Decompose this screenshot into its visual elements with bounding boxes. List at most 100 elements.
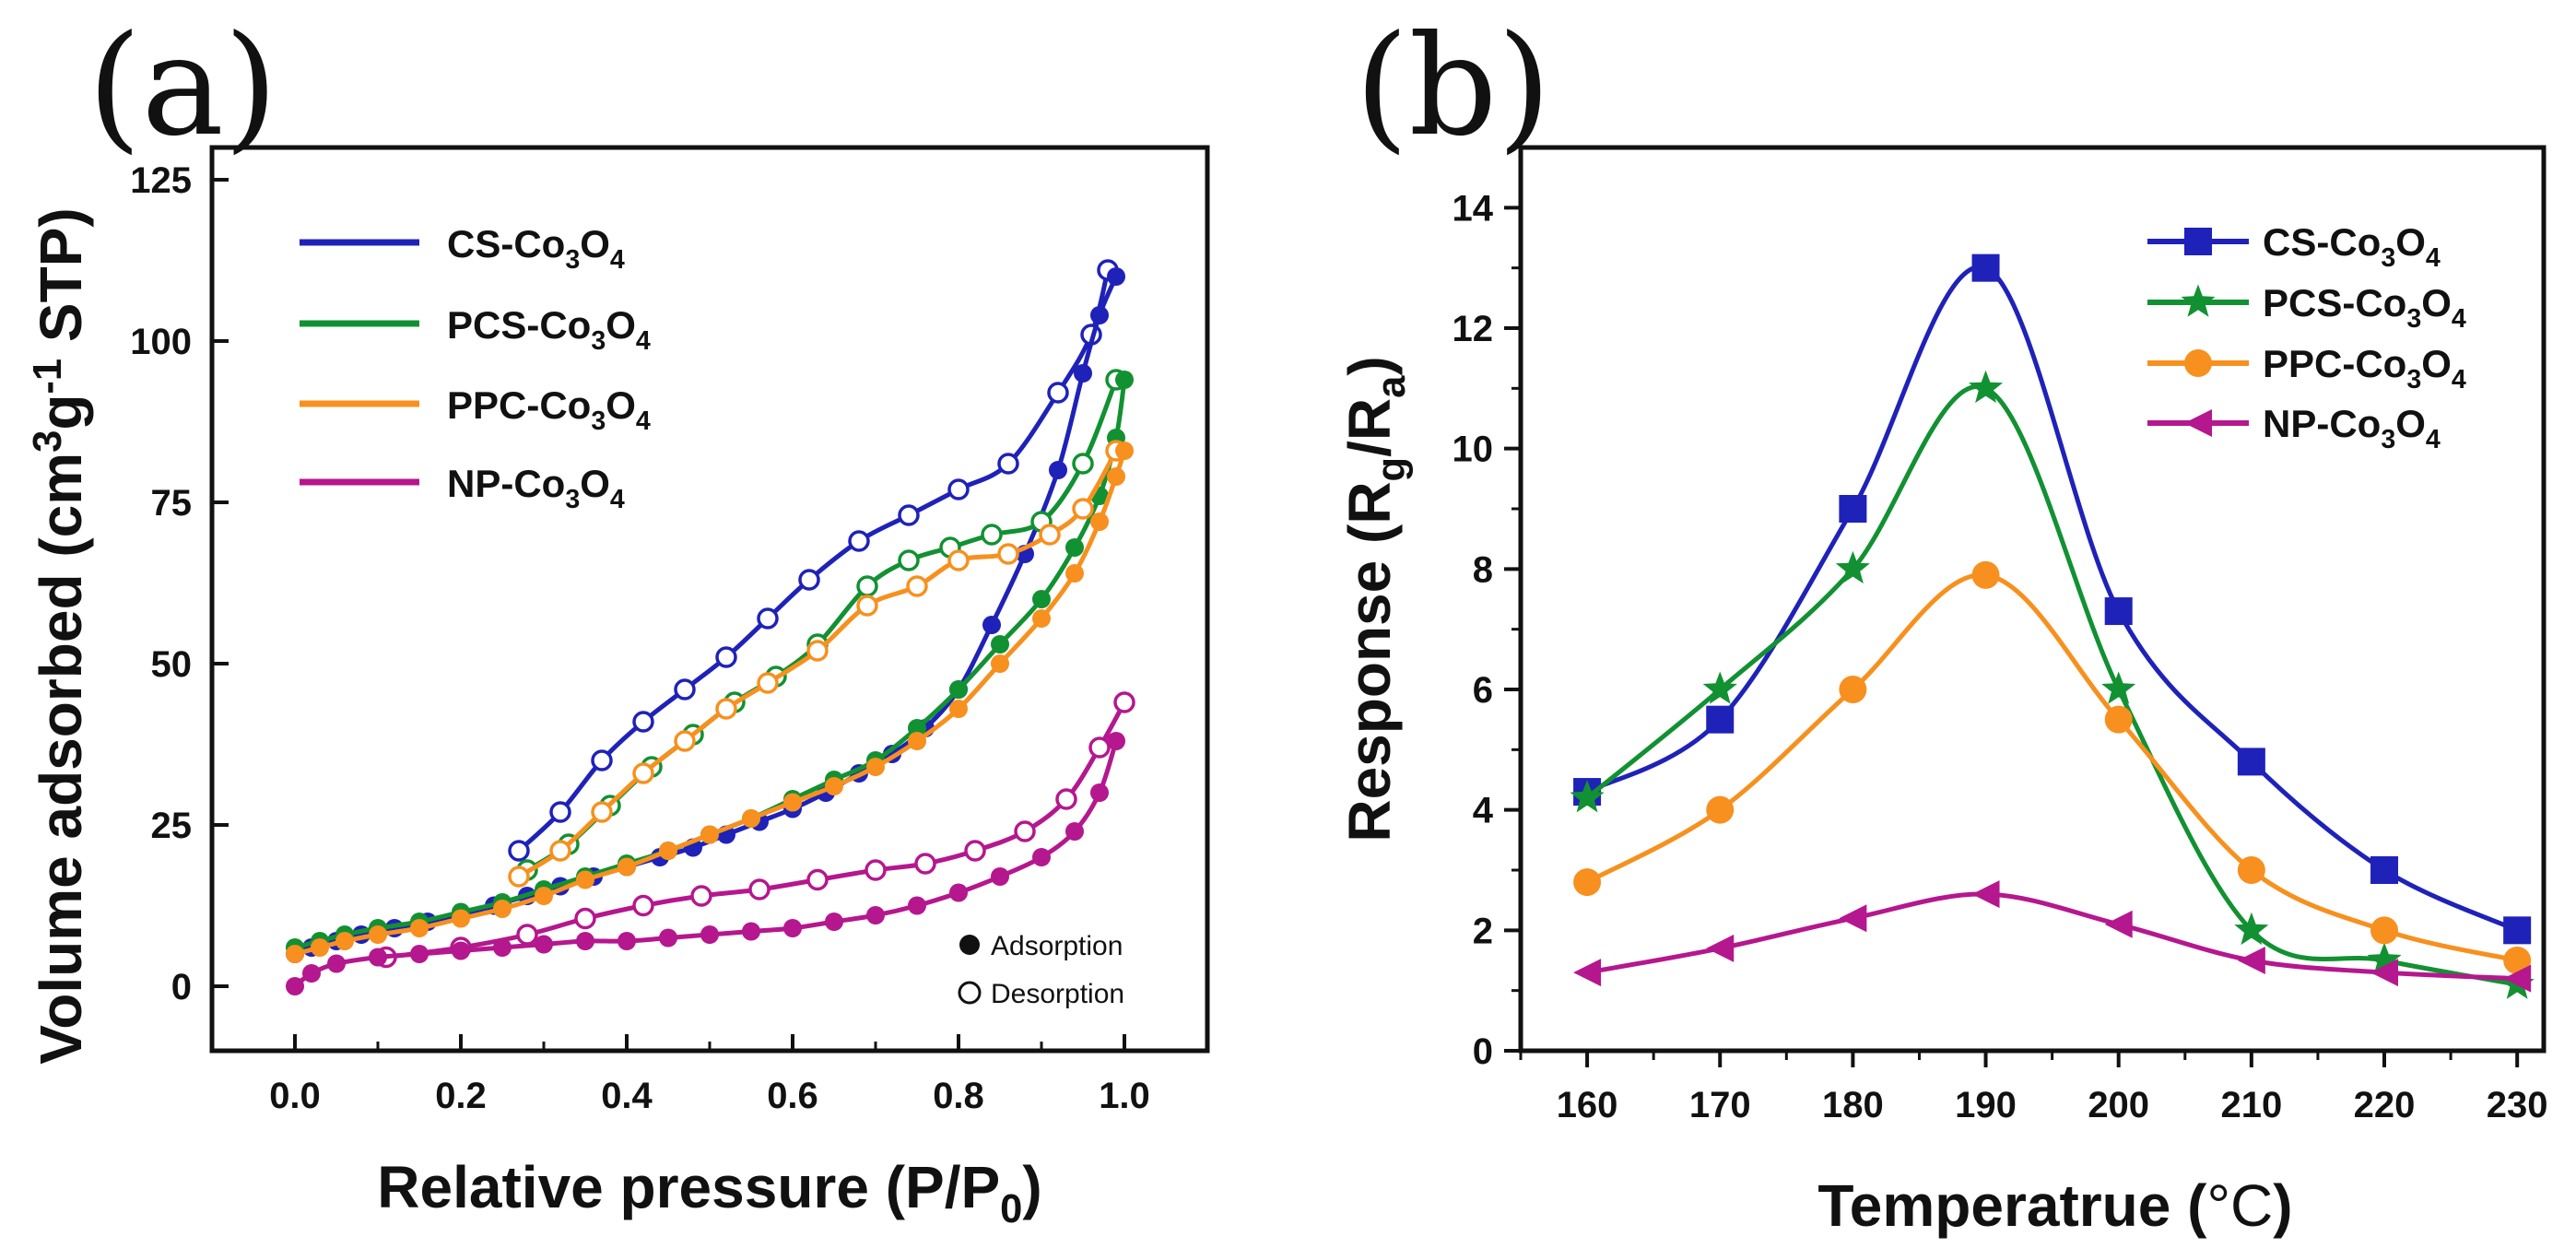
legend-a-label-0: CS-Co3O4 [447, 222, 625, 275]
plot-a-desorption-point [574, 907, 596, 930]
plot-a-desorption-point [632, 894, 654, 917]
plot-b-data-point [2237, 748, 2265, 776]
plot-b-y-tick-label: 4 [1473, 791, 1494, 831]
plot-b-series-line [1585, 572, 2518, 963]
plot-a-y-tick-label: 0 [171, 967, 192, 1007]
legend-b-label-2: PPC-Co3O4 [2263, 342, 2466, 394]
plot-a-x-axis-title: Relative pressure (P/P0) [377, 1154, 1041, 1231]
plot-a-desorption-point [898, 549, 920, 571]
plot-a-desorption-point [865, 859, 887, 881]
plot-a-adsorption-point [659, 928, 677, 948]
plot-b-y-tick-label: 10 [1453, 430, 1494, 470]
plot-b-data-point [2503, 964, 2532, 993]
plot-b-y-tick-label: 6 [1473, 670, 1493, 711]
legend-a-label-1: PCS-Co3O4 [447, 303, 651, 356]
plot-a-ticks: 0.0 0.2 0.4 0.6 0.8 1.0 0 25 50 75 100 125 [130, 160, 1209, 1116]
plot-b-data-point [1969, 370, 2004, 404]
plot-b-y-axis-title: Response (Rg/Ra) [1336, 356, 1414, 842]
plot-b-x-tick-label: 160 [1557, 1085, 1618, 1125]
plot-a-adsorption-point [908, 719, 926, 737]
panel-b-label: (b) [1355, 6, 1551, 167]
plot-b-data-point [1706, 934, 1735, 962]
plot-a-desorption-point [674, 678, 696, 701]
plot-a-adsorption-line [294, 275, 1119, 957]
plot-a-adsorption-point [1107, 467, 1125, 486]
plot-b-data-point [1971, 880, 2000, 909]
adsorption-marker-icon [959, 935, 980, 955]
marker-legend: Adsorption Desorption [958, 931, 1124, 1009]
legend-b-marker-2 [2184, 349, 2212, 377]
legend-b-marker-0 [2184, 228, 2212, 255]
plot-a-adsorption-point [1032, 848, 1051, 866]
plot-a-desorption-point [591, 749, 613, 771]
plot-a-desorption-point [715, 698, 737, 720]
plot-b-series-line [1585, 265, 2519, 933]
plot-a-adsorption-point [1115, 371, 1134, 389]
plot-b-data-point [1706, 705, 1735, 734]
plot-b-x-tick-label: 180 [1822, 1085, 1884, 1125]
plot-a-desorption-point [757, 607, 779, 630]
plot-a-y-axis-title: Volume adsorbed (cm3g-1 STP) [26, 207, 94, 1064]
plot-a-adsorption-point [949, 700, 968, 718]
plot-b-y-tick-label: 0 [1473, 1031, 1493, 1072]
plot-a-adsorption-point [866, 906, 885, 924]
plot-a-adsorption-point [783, 793, 802, 812]
plot-b-y-tick-label: 8 [1473, 549, 1493, 590]
legend-b-marker-1 [2181, 284, 2216, 317]
legend-b-marker-3 [2184, 409, 2212, 437]
plot-b-x-tick-label: 230 [2487, 1085, 2548, 1125]
plot-b-ticks: 160 170 180 190 200 210 220 230 0 2 4 6 8 10 12 14 [1453, 188, 2548, 1125]
legend-b-marker-shape [2184, 409, 2212, 437]
plot-a-adsorption-point [825, 913, 843, 931]
plot-a-desorption-point [947, 478, 970, 500]
legend-b-marker-shape [2181, 284, 2216, 317]
plot-b-x-tick-label: 210 [2220, 1085, 2282, 1125]
plot-a-desorption-point [856, 595, 878, 617]
plot-b-data-point [2237, 947, 2265, 974]
plot-a-series [286, 259, 1135, 995]
plot-a-adsorption-point [1107, 267, 1125, 286]
plot-a-adsorption-point [700, 925, 719, 944]
plot-a-adsorption-point [949, 883, 968, 902]
plot-b-y-tick-label: 2 [1473, 911, 1493, 951]
plot-a-desorption-point [856, 575, 878, 597]
plot-b-x-axis-title: Temperatrue (°C) [1817, 1172, 2292, 1239]
plot-a-adsorption-point [286, 977, 304, 995]
plot-a-adsorption-point [1032, 590, 1051, 608]
plot-b-data-point [1573, 959, 1602, 987]
plot-a-adsorption-point [369, 925, 387, 944]
plot-a-desorption-point [806, 868, 829, 891]
plot-a-desorption-point [947, 549, 970, 571]
legend-b-label-0: CS-Co3O4 [2263, 220, 2441, 273]
plot-a-adsorption-point [866, 758, 885, 776]
plot-a-desorption-point [798, 569, 820, 591]
plot-b-legend: CS-Co3O4 PCS-Co3O4 PPC-Co3O4 NP-Co3O4 [2147, 220, 2466, 454]
plot-b-x-tick-label: 220 [2354, 1085, 2416, 1125]
plot-a-adsorption-point [452, 909, 470, 928]
plot-a-desorption-point [1047, 382, 1069, 404]
plot-b-x-tick-label: 190 [1955, 1085, 2017, 1125]
plot-b-data-point [2234, 912, 2269, 946]
plot-b-data-point [2104, 705, 2133, 734]
plot-a-adsorption-point [1115, 442, 1134, 460]
plot-a-adsorption-point [991, 654, 1009, 673]
plot-a-desorption-point [632, 762, 654, 784]
legend-b-label-1: PCS-Co3O4 [2263, 281, 2466, 334]
plot-a-desorption-point [1072, 498, 1094, 520]
plot-a-adsorption-point [991, 635, 1009, 654]
plot-b-data-point [2367, 942, 2402, 975]
plot-a-desorption-point [674, 730, 696, 752]
plot-a-desorption-point [981, 524, 1003, 546]
plot-a-adsorption-point [1090, 512, 1109, 531]
plot-a-adsorption-point [493, 900, 512, 918]
plot-a-adsorption-point [908, 896, 926, 915]
plot-a-adsorption-point [335, 932, 354, 950]
plot-a-x-tick-label: 0.2 [435, 1076, 487, 1116]
plot-a-desorption-point [508, 840, 530, 862]
plot-a-desorption-point [757, 672, 779, 694]
plot-b-x-tick-label: 170 [1689, 1085, 1751, 1125]
plot-b-data-point [2101, 671, 2136, 704]
plot-a-adsorption-point [1049, 461, 1067, 479]
plot-a-y-tick-label: 100 [130, 322, 192, 362]
